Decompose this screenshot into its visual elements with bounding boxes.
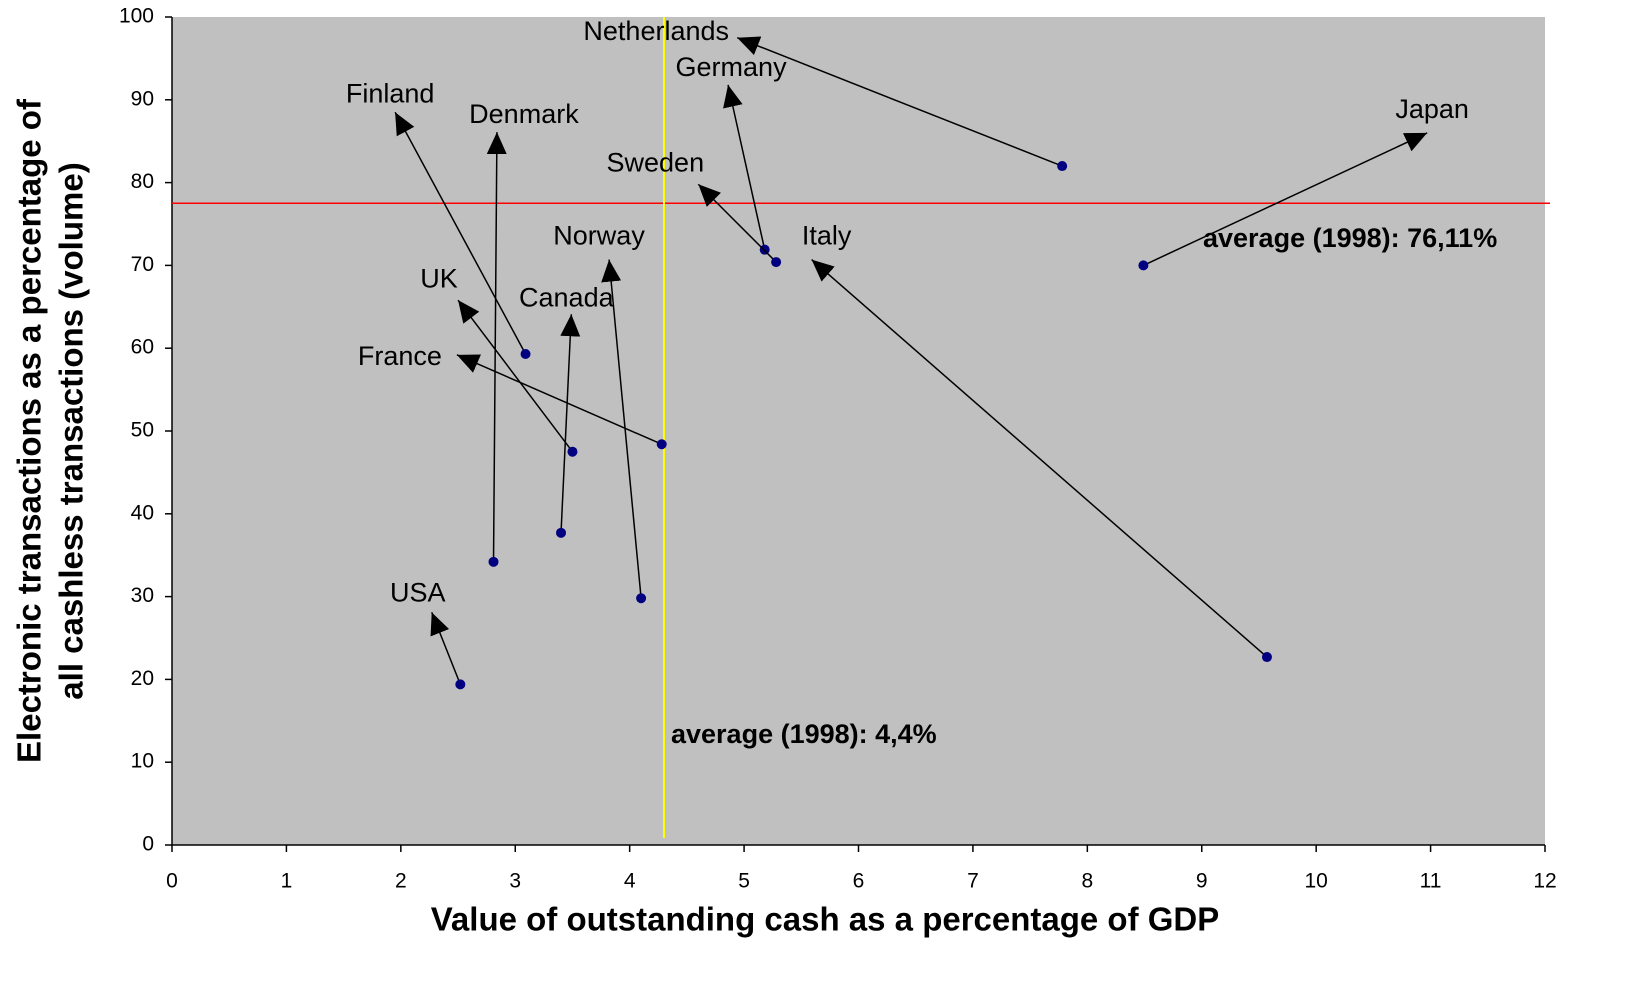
arrow xyxy=(560,314,581,533)
point-label: Norway xyxy=(553,221,645,251)
arrow xyxy=(697,183,777,263)
y-tick-label: 30 xyxy=(131,584,154,607)
point-label: Canada xyxy=(519,282,615,312)
x-tick-label: 8 xyxy=(1081,870,1093,893)
arrow xyxy=(723,84,766,250)
arrow xyxy=(430,612,462,685)
x-axis-title: Value of outstanding cash as a percentag… xyxy=(431,901,1220,938)
point xyxy=(520,348,531,359)
x-tick-label: 11 xyxy=(1420,870,1442,893)
point-label: Sweden xyxy=(607,147,705,177)
x-tick-label: 3 xyxy=(509,870,521,893)
y-tick-label: 10 xyxy=(131,750,154,773)
y-tick-label: 90 xyxy=(131,87,154,110)
annotation: average (1998): 4,4% xyxy=(671,719,937,749)
point-label: Italy xyxy=(802,221,852,251)
point xyxy=(636,593,647,604)
point xyxy=(488,556,499,567)
point xyxy=(771,257,782,268)
annotation: average (1998): 76,11% xyxy=(1203,223,1497,253)
point-label: Germany xyxy=(676,52,788,82)
arrow xyxy=(394,111,527,355)
x-tick-label: 10 xyxy=(1304,870,1327,893)
y-tick-label: 40 xyxy=(131,501,154,524)
point-label: Denmark xyxy=(469,99,579,129)
point-label: France xyxy=(358,341,442,371)
y-tick-label: 80 xyxy=(131,170,154,193)
x-tick-label: 2 xyxy=(395,870,407,893)
point-label: USA xyxy=(390,577,446,607)
arrow xyxy=(1143,132,1428,267)
point xyxy=(567,446,578,457)
y-tick-label: 70 xyxy=(131,253,154,276)
point-label: UK xyxy=(420,263,458,293)
x-tick-label: 0 xyxy=(166,870,178,893)
point xyxy=(455,679,466,690)
arrow xyxy=(736,36,1063,167)
y-axis-title-line: all cashless transactions (volume) xyxy=(53,162,90,699)
x-tick-label: 12 xyxy=(1533,870,1556,893)
y-tick-label: 100 xyxy=(119,5,154,28)
x-tick-label: 5 xyxy=(738,870,750,893)
y-axis-title-line: Electronic transactions as a percentage … xyxy=(11,98,48,763)
arrow xyxy=(486,132,507,562)
point-label: Netherlands xyxy=(583,16,729,46)
x-tick-label: 4 xyxy=(624,870,636,893)
point xyxy=(556,527,567,538)
x-tick-label: 9 xyxy=(1196,870,1208,893)
plot-area xyxy=(172,17,1545,845)
x-tick-label: 7 xyxy=(967,870,979,893)
y-tick-label: 50 xyxy=(131,419,154,442)
y-tick-label: 60 xyxy=(131,336,154,359)
y-tick-label: 20 xyxy=(131,667,154,690)
x-tick-label: 1 xyxy=(281,870,293,893)
point xyxy=(1261,652,1272,663)
x-tick-label: 6 xyxy=(853,870,865,893)
point xyxy=(656,439,667,450)
point-label: Japan xyxy=(1395,94,1469,124)
arrow xyxy=(456,354,663,445)
arrow xyxy=(457,299,574,453)
y-tick-label: 0 xyxy=(142,833,154,856)
y-axis-title: Electronic transactions as a percentage … xyxy=(11,98,90,763)
point xyxy=(1138,260,1149,271)
point xyxy=(1057,161,1068,172)
arrow xyxy=(811,259,1268,658)
point-label: Finland xyxy=(346,78,435,108)
